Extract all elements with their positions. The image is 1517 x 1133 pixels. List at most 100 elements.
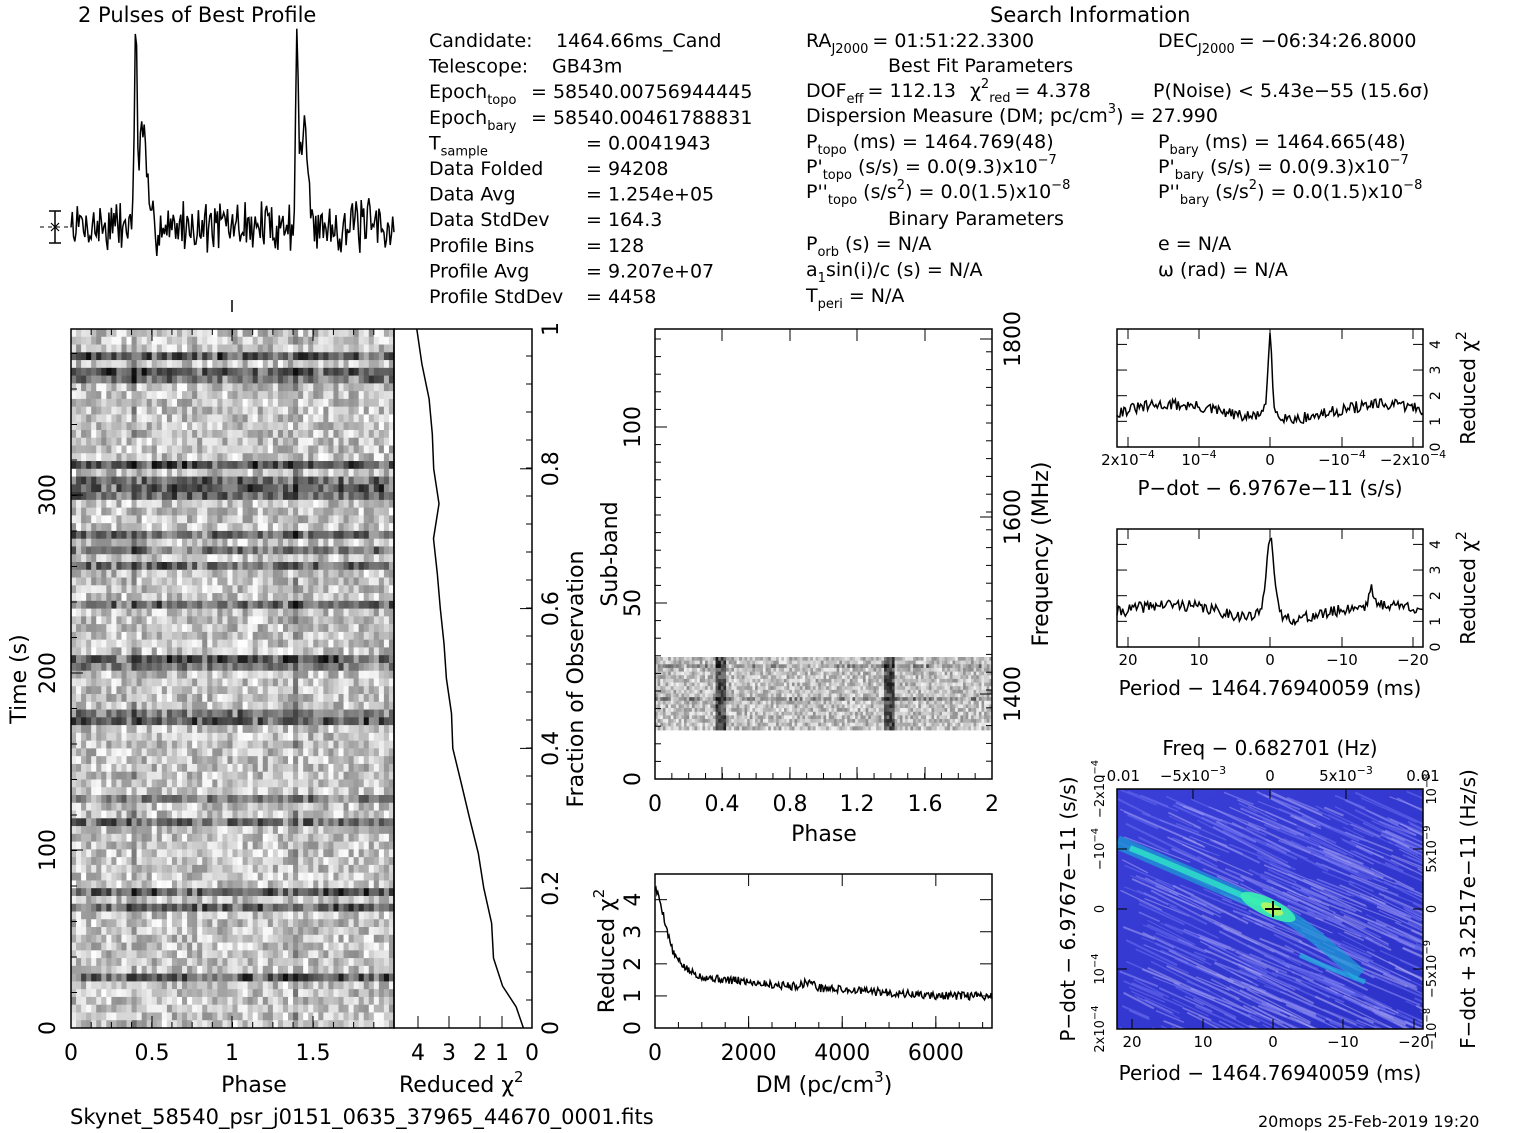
time-phase-cell — [116, 329, 122, 338]
time-phase-cell — [363, 655, 370, 664]
time-phase-cell — [197, 484, 203, 493]
time-phase-cell — [197, 662, 203, 672]
time-phase-cell — [136, 631, 143, 641]
time-phase-cell — [363, 670, 370, 679]
time-phase-cell — [323, 748, 329, 757]
time-phase-cell — [323, 662, 329, 672]
time-phase-cell — [187, 826, 193, 835]
time-phase-cell — [106, 367, 112, 376]
time-phase-cell — [136, 375, 143, 384]
time-phase-cell — [368, 771, 375, 780]
time-phase-cell — [373, 554, 380, 563]
time-phase-cell — [151, 810, 158, 819]
time-phase-cell — [267, 562, 274, 571]
time-phase-cell — [373, 911, 380, 920]
time-phase-cell — [171, 437, 178, 446]
time-phase-cell — [348, 732, 355, 742]
time-phase-cell — [252, 725, 259, 734]
time-phase-cell — [247, 445, 254, 454]
time-phase-cell — [146, 857, 153, 866]
time-phase-cell — [86, 911, 92, 920]
time-phase-cell — [161, 763, 168, 773]
time-phase-cell — [388, 763, 394, 773]
time-phase-cell — [192, 593, 198, 602]
time-phase-cell — [358, 911, 365, 920]
time-phase-cell — [242, 593, 249, 602]
time-phase-cell — [388, 367, 394, 376]
time-phase-cell — [343, 771, 349, 780]
time-phase-cell — [343, 903, 349, 912]
time-phase-cell — [323, 437, 329, 446]
time-phase-cell — [96, 787, 102, 796]
time-phase-cell — [76, 895, 82, 905]
time-phase-cell — [277, 538, 284, 547]
time-phase-cell — [348, 662, 355, 672]
time-phase-cell — [156, 895, 163, 905]
time-phase-cell — [101, 329, 107, 338]
time-phase-cell — [81, 919, 87, 928]
time-phase-cell — [192, 352, 198, 361]
time-phase-cell — [368, 779, 375, 788]
time-phase-cell — [353, 499, 360, 509]
time-phase-cell — [106, 818, 112, 827]
time-phase-cell — [116, 429, 122, 439]
time-phase-cell — [192, 429, 198, 439]
time-phase-cell — [121, 880, 127, 889]
time-phase-cell — [192, 437, 198, 446]
time-phase-cell — [252, 593, 259, 602]
time-phase-cell — [333, 655, 339, 664]
time-phase-cell — [338, 554, 344, 563]
time-phase-cell — [313, 717, 319, 726]
time-phase-cell — [373, 437, 380, 446]
time-phase-cell — [288, 569, 294, 578]
time-phase-cell — [222, 787, 228, 796]
time-phase-cell — [358, 422, 365, 431]
time-phase-cell — [222, 538, 228, 547]
time-phase-cell — [227, 686, 233, 695]
time-phase-cell — [111, 748, 117, 757]
time-phase-cell — [141, 888, 148, 897]
time-phase-cell — [348, 725, 355, 734]
time-phase-cell — [187, 701, 193, 710]
time-phase-cell — [71, 818, 77, 827]
time-phase-cell — [368, 826, 375, 835]
time-phase-cell — [288, 336, 294, 345]
time-phase-cell — [378, 344, 385, 353]
time-phase-cell — [71, 763, 77, 773]
time-phase-cell — [106, 538, 112, 547]
time-phase-cell — [207, 344, 213, 353]
time-phase-cell — [176, 577, 183, 586]
time-phase-cell — [182, 624, 188, 633]
time-phase-cell — [171, 732, 178, 742]
time-phase-cell — [111, 872, 117, 881]
time-phase-cell — [197, 492, 203, 501]
time-phase-cell — [192, 569, 198, 578]
time-phase-cell — [126, 375, 132, 384]
time-phase-cell — [161, 530, 168, 540]
time-phase-cell — [136, 919, 143, 928]
time-phase-cell — [106, 771, 112, 780]
time-phase-cell — [166, 725, 173, 734]
time-phase-cell — [151, 833, 158, 842]
time-phase-cell — [187, 880, 193, 889]
time-phase-cell — [282, 849, 289, 858]
time-phase-cell — [171, 546, 178, 555]
time-phase-cell — [161, 352, 168, 361]
time-phase-cell — [227, 562, 233, 571]
time-phase-cell — [353, 709, 360, 718]
time-phase-cell — [383, 577, 390, 586]
time-phase-cell — [192, 895, 198, 905]
time-phase-cell — [121, 639, 127, 648]
time-phase-cell — [368, 562, 375, 571]
time-phase-cell — [101, 616, 107, 625]
time-phase-cell — [96, 453, 102, 462]
time-phase-cell — [368, 344, 375, 353]
time-phase-cell — [288, 888, 294, 897]
time-phase-cell — [202, 352, 208, 361]
time-phase-cell — [368, 639, 375, 648]
time-phase-cell — [146, 593, 153, 602]
time-phase-cell — [323, 398, 329, 408]
time-phase-cell — [288, 740, 294, 749]
time-phase-cell — [141, 414, 148, 423]
time-phase-cell — [111, 445, 117, 454]
